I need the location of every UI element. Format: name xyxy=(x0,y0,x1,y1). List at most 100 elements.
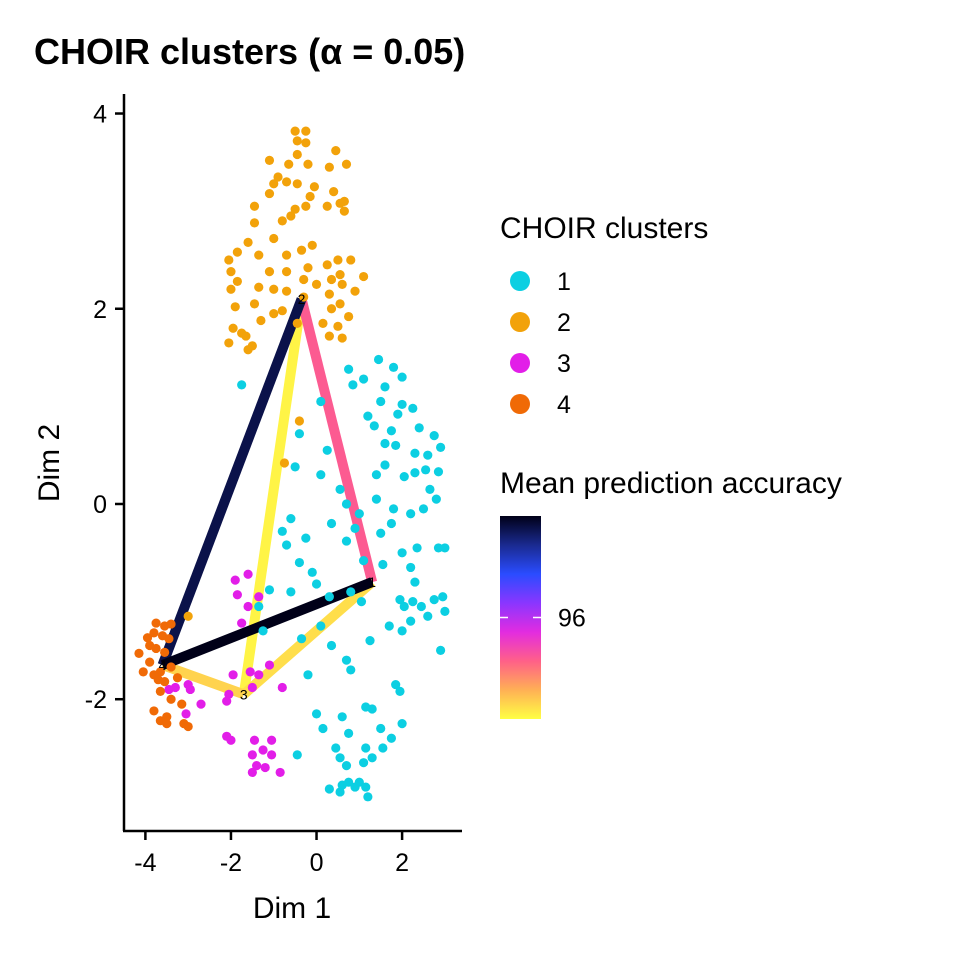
point-cluster-3 xyxy=(230,575,240,585)
point-cluster-2 xyxy=(305,191,315,202)
point-cluster-1 xyxy=(391,440,401,451)
point-cluster-2 xyxy=(232,247,242,257)
legend-label-cluster-2: 2 xyxy=(557,309,571,337)
point-cluster-1 xyxy=(358,556,369,566)
point-cluster-2 xyxy=(301,138,311,148)
point-cluster-4 xyxy=(149,706,159,716)
point-cluster-1 xyxy=(281,540,292,550)
point-cluster-1 xyxy=(436,645,446,656)
point-cluster-2 xyxy=(326,274,337,285)
point-cluster-1 xyxy=(286,587,296,597)
point-cluster-1 xyxy=(406,509,416,519)
point-cluster-4 xyxy=(166,619,176,629)
point-cluster-2 xyxy=(318,318,328,328)
point-cluster-2 xyxy=(333,321,343,331)
point-cluster-4 xyxy=(151,643,161,654)
point-cluster-1 xyxy=(388,362,399,372)
point-cluster-3 xyxy=(185,684,195,695)
plot-panel: 1 2 3 4 xyxy=(134,126,450,802)
point-cluster-1 xyxy=(296,634,307,644)
point-cluster-1 xyxy=(363,411,373,421)
legend-label-cluster-4: 4 xyxy=(557,391,571,419)
point-cluster-1 xyxy=(410,577,420,587)
point-cluster-1 xyxy=(421,465,431,475)
point-cluster-2 xyxy=(346,255,356,265)
edge-2-3 xyxy=(238,298,307,696)
point-cluster-1 xyxy=(311,709,322,719)
points-layer xyxy=(134,126,450,802)
point-cluster-1 xyxy=(346,665,356,675)
x-tick-label: -4 xyxy=(134,849,156,877)
centroid-label-3: 3 xyxy=(240,686,248,702)
point-cluster-3 xyxy=(243,569,253,579)
legend-clusters: CHOIR clusters 1 2 3 4 xyxy=(500,212,708,419)
point-cluster-2 xyxy=(232,276,242,287)
colorbar-tick-label: 96 xyxy=(558,605,586,633)
point-cluster-1 xyxy=(386,733,397,743)
point-cluster-2 xyxy=(281,250,292,260)
point-cluster-1 xyxy=(316,470,326,480)
point-cluster-2 xyxy=(226,267,236,277)
point-cluster-2 xyxy=(269,309,279,319)
point-cluster-2 xyxy=(277,306,287,316)
point-cluster-4 xyxy=(172,673,183,683)
point-cluster-1 xyxy=(425,484,435,494)
point-cluster-1 xyxy=(429,595,439,605)
point-cluster-2 xyxy=(292,318,302,328)
point-cluster-3 xyxy=(228,670,238,680)
point-cluster-2 xyxy=(264,155,275,165)
point-cluster-3 xyxy=(232,590,242,600)
point-cluster-3 xyxy=(245,667,255,677)
point-cluster-1 xyxy=(397,372,407,382)
point-cluster-2 xyxy=(243,237,253,247)
point-cluster-1 xyxy=(410,448,420,458)
point-cluster-4 xyxy=(145,657,155,667)
point-cluster-1 xyxy=(303,670,313,680)
x-tick-label: 2 xyxy=(395,849,409,877)
point-cluster-4 xyxy=(177,699,187,709)
legend-key-cluster-1 xyxy=(510,271,530,291)
point-cluster-1 xyxy=(423,611,433,621)
accuracy-colorbar-ticks: 96 xyxy=(500,605,586,633)
legend-clusters-title: CHOIR clusters xyxy=(500,212,708,245)
point-cluster-1 xyxy=(335,753,345,763)
edge-1-4 xyxy=(160,577,374,670)
point-cluster-1 xyxy=(371,494,382,504)
point-cluster-1 xyxy=(361,782,371,792)
point-cluster-1 xyxy=(286,514,296,524)
point-cluster-2 xyxy=(296,245,307,255)
point-cluster-1 xyxy=(406,616,416,626)
point-cluster-1 xyxy=(378,743,388,753)
point-cluster-1 xyxy=(311,579,322,589)
point-cluster-2 xyxy=(344,311,354,322)
point-cluster-1 xyxy=(358,374,369,384)
point-cluster-1 xyxy=(378,559,388,570)
point-cluster-2 xyxy=(335,299,345,309)
point-cluster-3 xyxy=(249,735,260,745)
point-cluster-1 xyxy=(429,431,439,441)
point-cluster-2 xyxy=(254,282,264,292)
point-cluster-3 xyxy=(275,767,285,778)
y-tick-label: 4 xyxy=(93,101,107,129)
legend-key-cluster-3 xyxy=(510,353,530,373)
point-cluster-2 xyxy=(299,292,309,302)
point-cluster-2 xyxy=(339,206,349,216)
point-cluster-1 xyxy=(406,562,416,573)
point-cluster-3 xyxy=(254,592,264,602)
point-cluster-1 xyxy=(431,494,441,504)
point-cluster-1 xyxy=(316,396,326,407)
point-cluster-1 xyxy=(316,621,326,631)
point-cluster-1 xyxy=(326,518,337,529)
point-cluster-1 xyxy=(433,467,444,477)
point-cluster-1 xyxy=(376,396,386,407)
chart-title: CHOIR clusters (α = 0.05) xyxy=(34,31,465,72)
point-cluster-1 xyxy=(423,450,433,460)
point-cluster-1 xyxy=(397,719,407,729)
point-cluster-1 xyxy=(436,442,446,452)
point-cluster-2 xyxy=(264,267,275,277)
point-cluster-2 xyxy=(224,255,234,265)
point-cluster-1 xyxy=(399,472,409,482)
point-cluster-2 xyxy=(228,323,238,333)
point-cluster-2 xyxy=(307,240,317,250)
point-cluster-1 xyxy=(397,548,407,558)
